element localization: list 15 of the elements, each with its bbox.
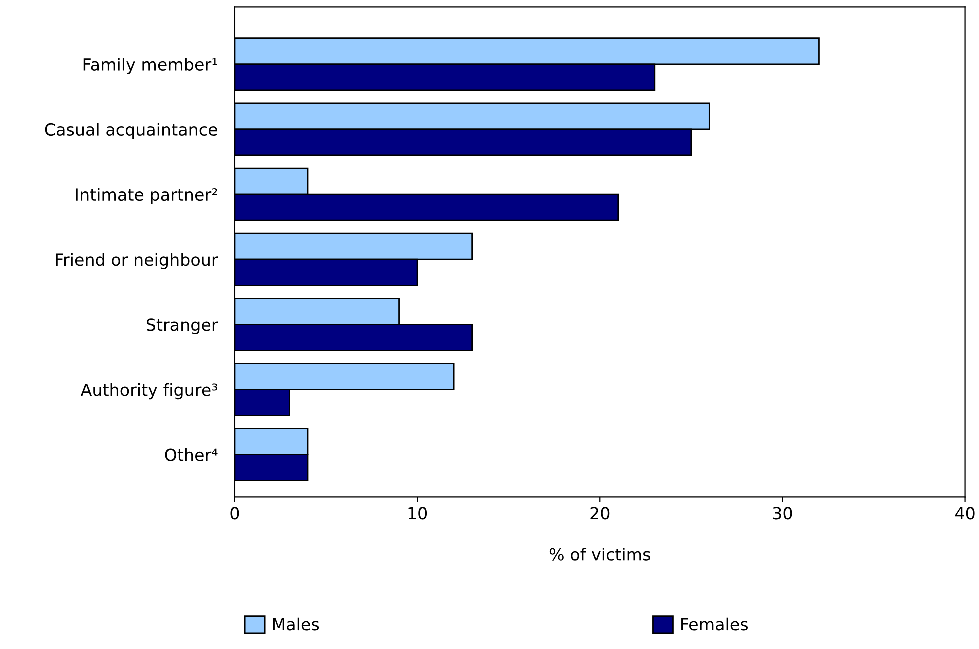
y-tick-label: Family member¹ (84, 58, 218, 74)
y-tick-label: Authority figure³ (80, 383, 218, 400)
y-tick-label: Friend or neighbour (56, 253, 218, 270)
y-tick-label: Other⁴ (165, 448, 218, 462)
x-tick-label: 20 (590, 507, 610, 520)
y-tick-label: Casual acquaintance (45, 123, 218, 140)
y-tick-label: Intimate partner² (76, 188, 218, 204)
x-tick-label: 0 (230, 507, 240, 520)
x-tick-label: 40 (956, 507, 975, 520)
x-axis-title: % of victims (550, 548, 650, 561)
x-tick-label: 30 (773, 507, 792, 520)
legend-label: Males (273, 618, 320, 631)
y-tick-label: Stranger (146, 318, 218, 334)
x-tick-label: 10 (408, 507, 428, 520)
legend-label: Females (682, 618, 748, 631)
